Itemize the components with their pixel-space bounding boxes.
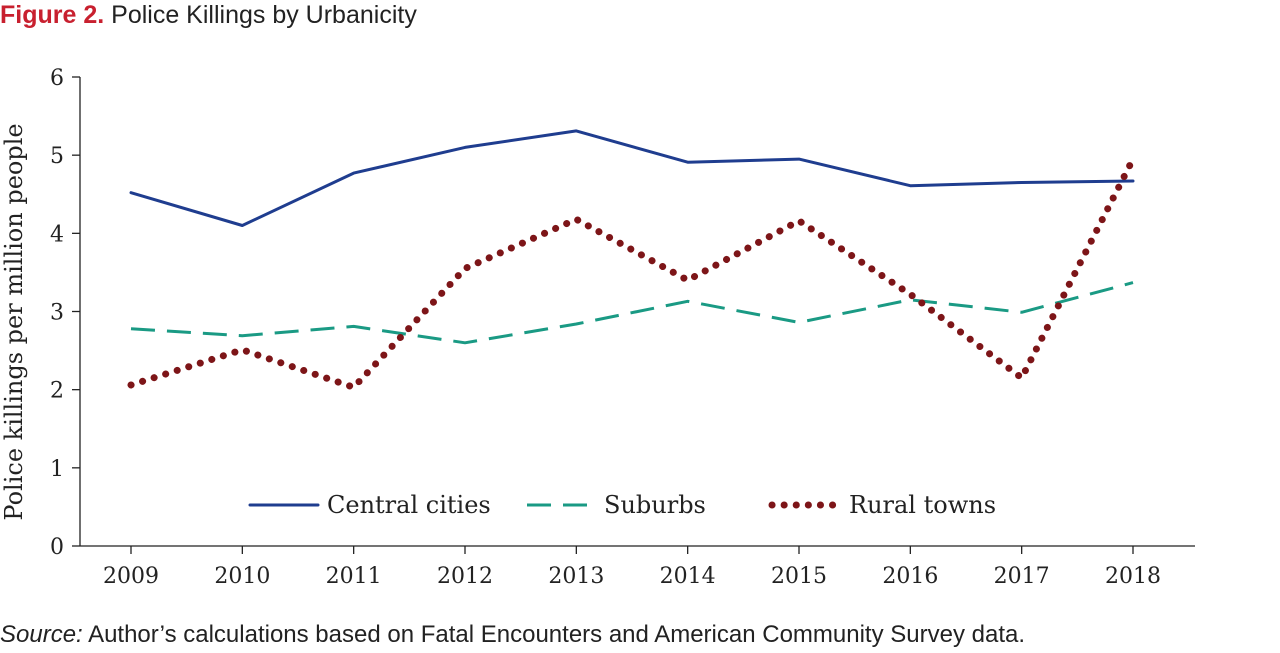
x-tick-label: 2010	[214, 564, 270, 589]
series-line-rural-towns	[127, 155, 1137, 391]
y-tick-label: 2	[50, 379, 64, 404]
legend-label-suburbs: Suburbs	[604, 491, 706, 519]
y-tick-label: 5	[50, 144, 64, 169]
x-tick-label: 2016	[882, 564, 938, 589]
x-tick-label: 2009	[103, 564, 159, 589]
x-tick-label: 2011	[326, 564, 382, 589]
legend: Central cities Suburbs Rural towns	[248, 491, 996, 519]
series-lines	[127, 129, 1137, 391]
figure-title-text: Police Killings by Urbanicity	[111, 1, 417, 29]
x-tick-label: 2017	[994, 564, 1050, 589]
figure-number: Figure 2.	[0, 1, 105, 29]
x-tick-label: 2015	[771, 564, 827, 589]
y-tick-label: 1	[50, 457, 64, 482]
legend-label-rural-towns: Rural towns	[849, 491, 996, 519]
y-tick-label: 3	[50, 301, 64, 326]
source-text: Author’s calculations based on Fatal Enc…	[88, 621, 1026, 648]
x-tick-label: 2013	[548, 564, 604, 589]
x-tick-label: 2014	[660, 564, 716, 589]
y-tick-label: 0	[50, 535, 64, 560]
y-axis-title: Police killings per million people	[0, 123, 28, 520]
x-tick-label: 2012	[437, 564, 493, 589]
x-ticks: 2009 2010 2011 2012 2013 2014 2015 2016 2017 2018	[103, 546, 1161, 589]
source-label: Source:	[0, 621, 83, 648]
legend-label-central-cities: Central cities	[327, 491, 491, 519]
series-line-suburbs	[130, 281, 1134, 345]
series-line-central-cities	[129, 129, 1135, 227]
source-note: Source: Author’s calculations based on F…	[0, 620, 1025, 650]
y-tick-label: 4	[50, 222, 64, 247]
y-ticks: 0 1 2 3 4 5 6	[50, 66, 80, 560]
x-tick-label: 2018	[1105, 564, 1161, 589]
y-tick-label: 6	[50, 66, 64, 91]
figure-title: Figure 2. Police Killings by Urbanicity	[0, 0, 417, 30]
